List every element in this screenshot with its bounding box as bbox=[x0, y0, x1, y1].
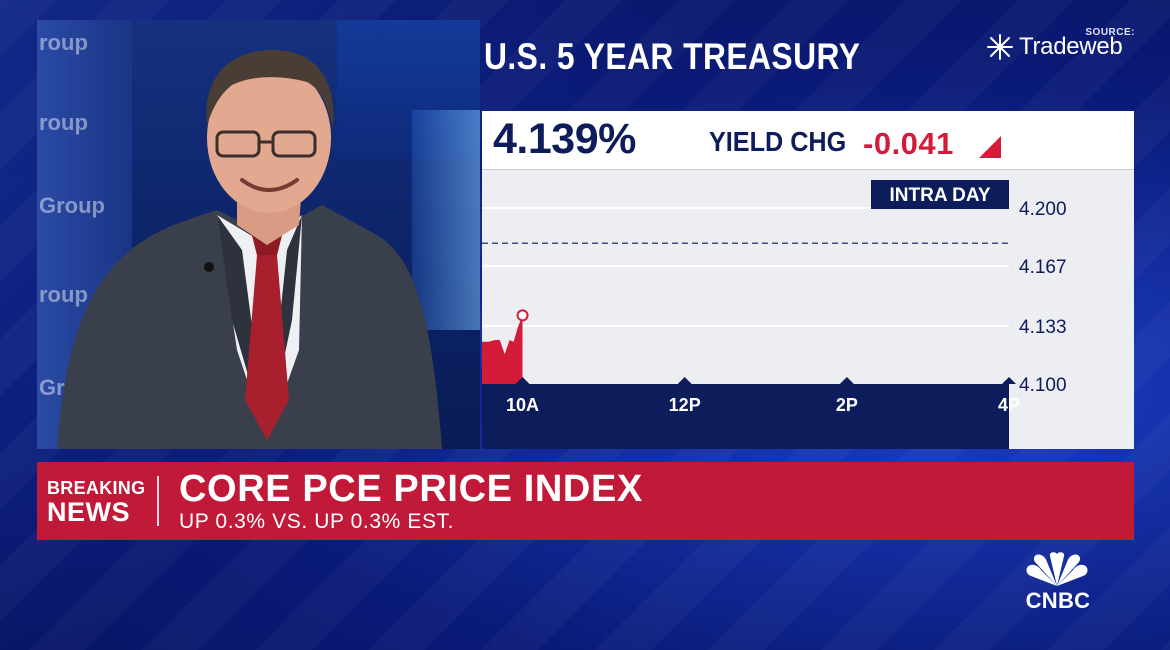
down-triangle-icon bbox=[979, 136, 1001, 158]
x-tick-label: 2P bbox=[836, 395, 858, 415]
breaking-label: BREAKING bbox=[47, 478, 146, 498]
wall-text: roup bbox=[39, 110, 88, 135]
news-headline: CORE PCE PRICE INDEX bbox=[179, 468, 643, 510]
tradeweb-name: Tradeweb bbox=[1019, 33, 1123, 60]
breaking-news-label: BREAKING NEWS bbox=[47, 479, 157, 526]
x-tick-marker bbox=[839, 377, 854, 384]
news-divider bbox=[157, 476, 159, 526]
anchor-video: roup roup Group roup Grou bbox=[37, 20, 480, 449]
source-label: SOURCE: bbox=[1085, 27, 1135, 38]
panel-title: U.S. 5 YEAR TREASURY bbox=[484, 36, 861, 77]
intraday-badge-label: INTRA DAY bbox=[890, 185, 991, 206]
intraday-badge bbox=[871, 180, 1009, 209]
y-tick-label: 4.133 bbox=[1019, 317, 1067, 338]
intraday-chart-svg: 10A 12P 2P 4P4.100 4.133 4.167 4.200 INTRA DAY bbox=[482, 180, 1067, 449]
wall-text: roup bbox=[39, 282, 88, 307]
tradeweb-logo: Tradeweb bbox=[985, 32, 1123, 62]
tradeweb-burst-icon bbox=[987, 34, 1013, 60]
x-tick-marker bbox=[515, 377, 530, 384]
news-label: NEWS bbox=[47, 497, 130, 527]
y-tick-label: 4.100 bbox=[1019, 375, 1067, 396]
intraday-chart: 10A 12P 2P 4P 4.100 4.133 4.167 4.200 INTRA DAY bbox=[482, 170, 1134, 449]
news-subhead: UP 0.3% VS. UP 0.3% EST. bbox=[179, 510, 455, 533]
wall-text: roup bbox=[39, 30, 88, 55]
breaking-news-bar: BREAKING NEWS CORE PCE PRICE INDEX UP 0.… bbox=[37, 462, 1134, 540]
x-tick-label: 10A bbox=[506, 395, 539, 415]
yield-summary-bar: 4.139% YIELD CHG -0.041 bbox=[482, 111, 1134, 170]
wall-text: Group bbox=[39, 193, 105, 218]
yield-area bbox=[482, 315, 523, 384]
x-tick-marker bbox=[1002, 377, 1016, 384]
y-tick-label: 4.167 bbox=[1019, 257, 1067, 278]
last-point-marker bbox=[516, 309, 529, 322]
yield-change-value: -0.041 bbox=[863, 126, 954, 161]
yield-value: 4.139% bbox=[493, 115, 636, 163]
yield-change-label: YIELD CHG bbox=[709, 126, 847, 157]
x-tick-marker bbox=[677, 377, 692, 384]
x-tick-label: 12P bbox=[669, 395, 701, 415]
studio-glow bbox=[412, 110, 480, 330]
y-tick-label: 4.200 bbox=[1019, 199, 1067, 220]
x-tick-label: 4P bbox=[998, 395, 1020, 415]
cnbc-wordmark: CNBC bbox=[1025, 588, 1091, 613]
cnbc-peacock-icon bbox=[1026, 552, 1088, 586]
anchor-person bbox=[57, 50, 442, 449]
time-axis-band bbox=[482, 384, 1009, 449]
